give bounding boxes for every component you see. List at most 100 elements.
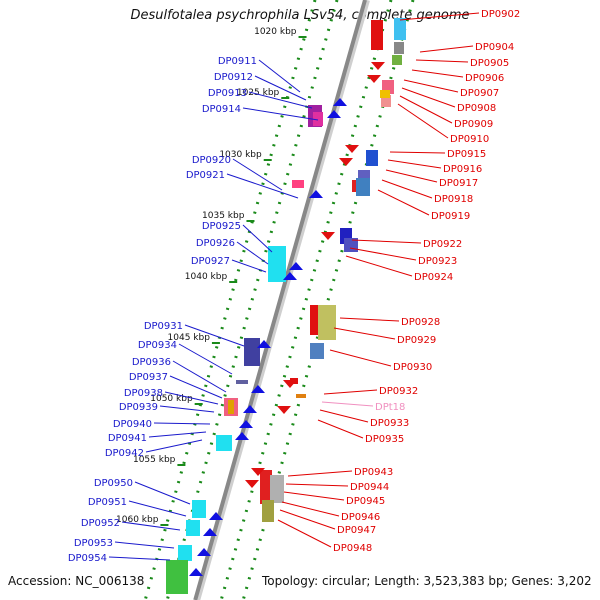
forward-gene-arrow [203,528,217,536]
right-leader-line [281,501,340,517]
right-gene-label: DP0915 [447,149,486,160]
left-leader-line [248,91,313,109]
reverse-gene-arrow [251,468,265,476]
right-gene-block [366,150,378,166]
right-gene-label: DP0918 [434,194,473,205]
kbp-label: 1030 kbp [219,150,262,160]
left-leader-line [121,521,181,531]
left-leader-line [159,405,215,413]
right-leader-line [385,169,438,183]
right-gene-label: DP0935 [365,434,404,445]
forward-gene-arrow [283,272,297,280]
reverse-gene-arrow [283,380,297,388]
left-gene-block [313,112,323,126]
right-gene-label: DP0909 [454,119,493,130]
left-gene-block [166,560,188,594]
kbp-label: 1050 kbp [150,394,193,404]
right-leader-line [399,95,453,124]
kbp-label: 1025 kbp [237,88,280,98]
right-gene-label: DP0916 [443,164,482,175]
forward-gene-arrow [309,190,323,198]
left-gene-label: DP0937 [129,372,168,383]
right-gene-label: DP0905 [470,58,509,69]
left-gene-block [178,545,192,561]
right-leader-line [401,87,456,108]
reverse-gene-arrow [367,75,381,83]
right-leader-line [349,247,417,261]
right-gene-label: DP0906 [465,73,504,84]
reverse-gene-arrow [277,406,291,414]
forward-gene-arrow [209,512,223,520]
right-gene-label: DP0908 [457,103,496,114]
left-gene-label: DP0912 [214,72,253,83]
right-gene-label: DP0944 [350,482,389,493]
right-leader-line [287,470,353,477]
left-gene-label: DP0954 [68,553,107,564]
right-gene-block [318,305,336,340]
left-leader-line [153,422,211,425]
left-inner-track-ticks [165,0,339,600]
reverse-gene-arrow [339,158,353,166]
right-gene-label: DP0910 [450,134,489,145]
left-gene-label: DP0925 [202,221,241,232]
right-inner-track-ticks [219,0,393,600]
right-gene-block [380,90,390,98]
right-leader-line [333,327,396,340]
right-gene-label: DP0932 [379,386,418,397]
left-gene-label: DP0934 [138,340,177,351]
reverse-gene-arrow [245,480,259,488]
left-gene-label: DP0921 [186,170,225,181]
left-leader-line [134,481,191,505]
right-leader-line [319,409,369,423]
left-gene-label: DP0936 [132,357,171,368]
left-gene-label: DP0951 [88,497,127,508]
left-gene-label: DP0911 [218,56,257,67]
right-gene-label: DP0902 [481,9,520,20]
left-gene-block [292,180,304,188]
right-gene-block [381,95,391,107]
forward-gene-arrow [333,98,347,106]
left-leader-line [232,158,283,191]
right-gene-block [296,394,306,398]
right-track-ticks [241,0,415,600]
right-gene-block [371,20,383,50]
left-gene-label: DP0941 [108,433,147,444]
right-gene-block [358,170,370,180]
forward-gene-arrow [239,420,253,428]
left-leader-line [242,224,273,253]
left-leader-line [242,107,319,121]
left-gene-label: DP0927 [191,256,230,267]
left-gene-block [268,246,286,282]
left-gene-label: DP0914 [202,104,241,115]
left-gene-block [236,380,248,384]
left-leader-line [164,391,219,405]
left-leader-line [184,324,245,347]
left-leader-line [148,431,207,438]
left-leader-line [178,343,233,375]
forward-gene-arrow [251,385,265,393]
forward-gene-arrow [197,548,211,556]
right-gene-label: DP0924 [414,272,453,283]
left-leader-line [226,173,299,199]
right-leader-line [283,491,345,501]
left-leader-line [236,241,269,265]
forward-gene-arrow [189,568,203,576]
right-gene-label: DP0945 [346,496,385,507]
right-gene-label: DP0933 [370,418,409,429]
right-gene-block [270,475,284,503]
forward-gene-arrow [243,405,257,413]
left-leader-line [258,59,301,93]
right-gene-label: DP0923 [418,256,457,267]
right-gene-label: DP0919 [431,211,470,222]
right-gene-block [392,55,402,65]
left-gene-label: DP0950 [94,478,133,489]
topology-text: Topology: circular; Length: 3,523,383 bp… [262,574,592,588]
right-gene-label: DP0929 [397,335,436,346]
left-gene-block [228,400,234,414]
right-leader-line [389,151,446,154]
right-leader-line [339,317,400,322]
right-gene-label: DP0907 [460,88,499,99]
reverse-gene-arrow [345,145,359,153]
left-gene-label: DP0920 [192,155,231,166]
